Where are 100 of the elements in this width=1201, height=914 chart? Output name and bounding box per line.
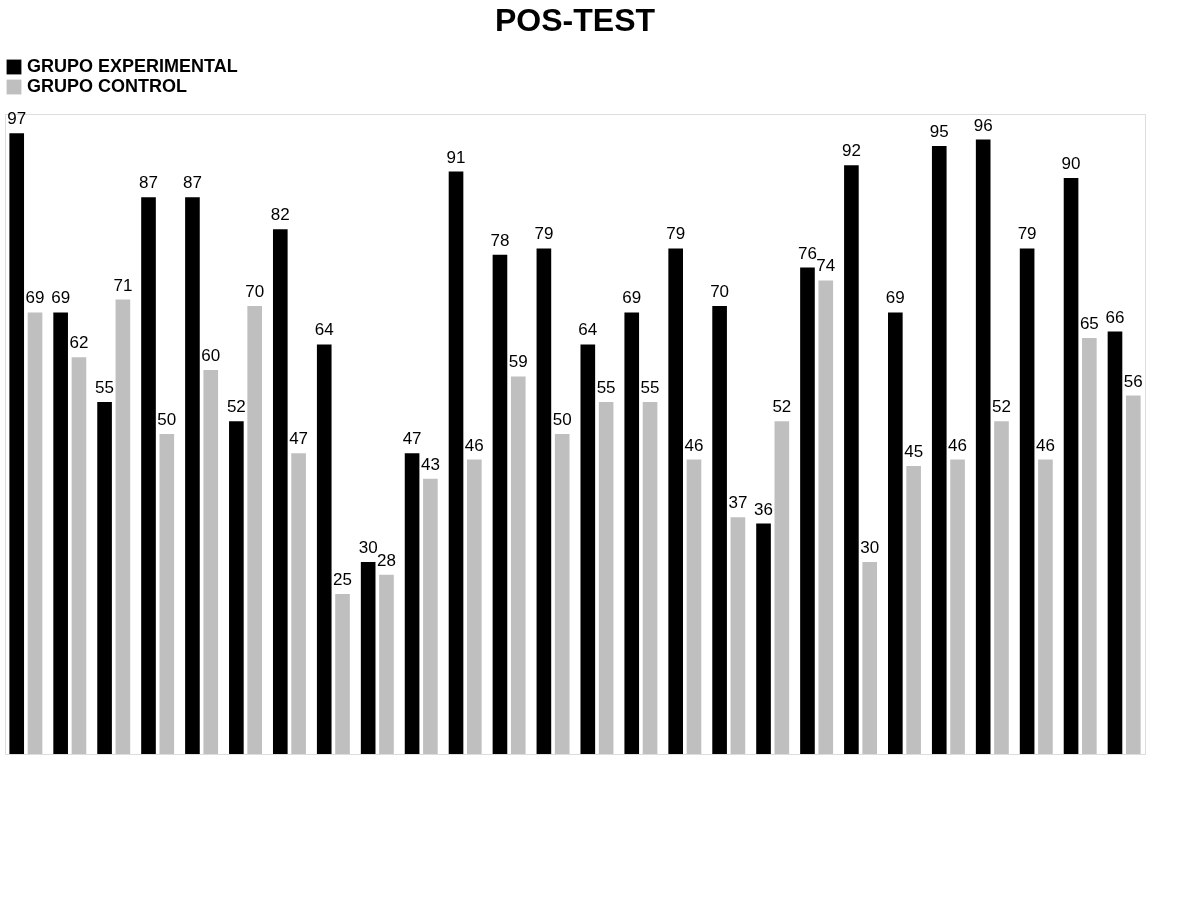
data-label: 50 <box>157 410 177 429</box>
data-label: 55 <box>596 378 616 397</box>
bar <box>448 171 464 754</box>
bar <box>467 459 482 754</box>
bar <box>950 459 965 754</box>
data-label: 60 <box>201 346 221 365</box>
data-label: 79 <box>1017 224 1037 244</box>
bar <box>71 357 87 754</box>
bar <box>423 478 438 754</box>
data-label: 46 <box>464 435 484 455</box>
data-label: 97 <box>7 109 27 129</box>
chart-title: POS-TEST <box>494 2 656 38</box>
data-label: 90 <box>1061 154 1081 173</box>
bar <box>554 434 570 754</box>
bar <box>1082 338 1097 754</box>
bar <box>9 133 25 754</box>
bar <box>159 434 175 754</box>
data-label: 70 <box>245 282 265 301</box>
bar <box>1019 248 1035 754</box>
bar <box>492 254 508 754</box>
data-label: 92 <box>841 141 861 161</box>
bar <box>404 453 420 754</box>
bar <box>862 562 878 754</box>
bar <box>888 312 903 754</box>
data-label: 30 <box>860 538 880 557</box>
data-label: 79 <box>534 224 554 244</box>
data-label: 74 <box>816 256 836 276</box>
data-label: 50 <box>552 410 572 429</box>
data-label: 95 <box>929 122 949 141</box>
data-label: 65 <box>1079 314 1099 333</box>
bar <box>1063 178 1079 754</box>
data-label: 64 <box>314 320 334 340</box>
bar <box>1125 395 1141 754</box>
data-label: 87 <box>139 173 158 193</box>
data-label: 55 <box>95 378 115 397</box>
data-label: 78 <box>490 230 510 250</box>
bar <box>774 421 790 754</box>
data-label: 37 <box>728 493 748 513</box>
bar <box>975 139 991 754</box>
bar <box>185 197 200 754</box>
bar <box>598 402 614 754</box>
bar <box>756 523 771 754</box>
data-label: 59 <box>508 352 528 372</box>
data-label: 45 <box>904 442 924 461</box>
data-label: 43 <box>420 454 440 474</box>
data-label: 66 <box>1105 307 1125 327</box>
data-label: 64 <box>578 320 598 340</box>
bar <box>712 306 727 754</box>
data-label: 71 <box>113 275 133 295</box>
bar <box>730 517 746 754</box>
legend-label: GRUPO EXPERIMENTAL <box>27 56 238 76</box>
data-label: 28 <box>377 550 396 570</box>
bar <box>931 146 947 754</box>
bar <box>203 370 219 754</box>
bar <box>668 248 683 754</box>
bar <box>97 402 112 754</box>
data-label: 46 <box>684 435 704 455</box>
data-label: 62 <box>69 333 89 353</box>
bar <box>229 421 244 754</box>
bar <box>360 562 376 754</box>
bar <box>53 312 68 754</box>
bar <box>335 594 350 754</box>
data-label: 52 <box>992 397 1011 417</box>
data-label: 87 <box>182 173 202 193</box>
data-label: 36 <box>754 499 773 519</box>
bar <box>141 197 156 754</box>
data-label: 69 <box>51 288 71 308</box>
bar <box>642 402 658 754</box>
bar <box>800 267 815 754</box>
data-label: 47 <box>402 429 422 449</box>
data-label: 30 <box>358 538 378 557</box>
legend-label: GRUPO CONTROL <box>27 76 187 96</box>
data-label: 76 <box>798 243 817 263</box>
bar <box>247 306 262 754</box>
bar <box>1038 459 1053 754</box>
data-label: 91 <box>446 147 466 167</box>
bar <box>1107 331 1123 754</box>
data-label: 25 <box>333 570 352 589</box>
data-label: 47 <box>289 429 309 449</box>
bar <box>994 421 1009 754</box>
data-label: 55 <box>640 378 660 397</box>
data-label: 46 <box>948 435 968 455</box>
bar <box>686 459 702 754</box>
bar <box>291 453 306 754</box>
data-label: 79 <box>666 224 686 244</box>
bar <box>379 574 394 754</box>
bar <box>272 229 288 754</box>
data-label: 56 <box>1123 371 1143 391</box>
bar <box>115 299 131 754</box>
bar <box>510 376 526 754</box>
bar <box>818 280 834 754</box>
data-label: 52 <box>226 397 246 417</box>
data-label: 69 <box>25 288 45 308</box>
bar <box>536 248 552 754</box>
bar <box>906 466 921 754</box>
bar <box>316 344 332 754</box>
data-label: 70 <box>710 282 730 301</box>
bar <box>844 165 859 754</box>
data-label: 82 <box>270 205 290 225</box>
bar <box>580 344 596 754</box>
